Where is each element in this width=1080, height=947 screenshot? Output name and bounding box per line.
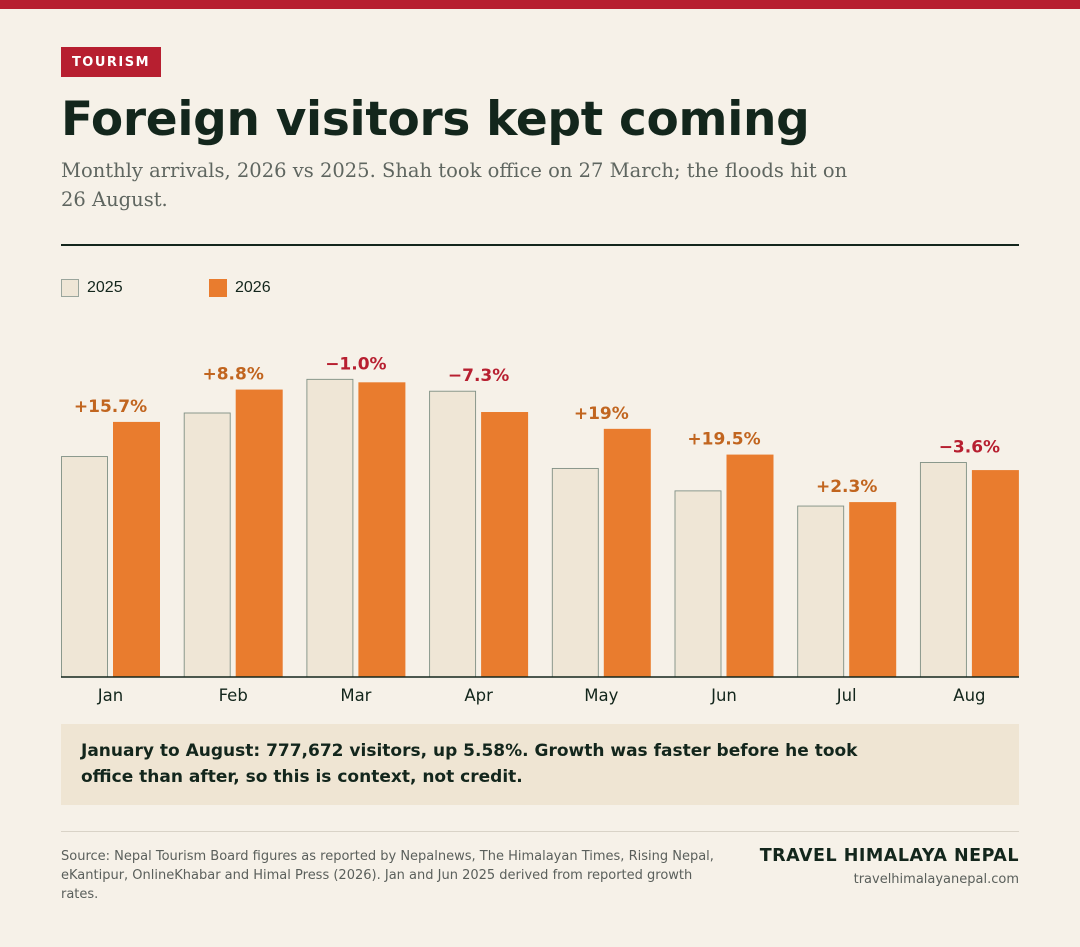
x-tick-label-jul: Jul [836, 686, 857, 705]
change-label-jan: +15.7% [74, 397, 147, 417]
bar-2026-mar [358, 382, 406, 677]
chart-subtitle: Monthly arrivals, 2026 vs 2025. Shah too… [61, 159, 848, 211]
bar-2026-jan [113, 421, 160, 677]
bar-2026-apr [481, 412, 529, 677]
bar-2026-jul [849, 502, 897, 677]
legend-swatch-2025 [61, 279, 79, 297]
bar-2026-aug [971, 470, 1019, 677]
change-label-jun: +19.5% [687, 430, 760, 450]
chart-title: Foreign visitors kept coming [61, 92, 810, 147]
legend-label-2026: 2026 [235, 279, 271, 296]
change-label-feb: +8.8% [202, 365, 263, 385]
bar-2025-jan [61, 456, 108, 678]
bar-2026-may [603, 428, 651, 677]
chart-legend: 2025 2026 [61, 276, 461, 300]
brand-url: travelhimalayanepal.com [853, 872, 1019, 887]
bar-2025-may [551, 467, 599, 678]
x-tick-label-jun: Jun [710, 686, 737, 705]
section-tag: TOURISM [61, 47, 161, 77]
bar-2025-aug [919, 462, 967, 678]
bar-2025-jul [797, 505, 845, 678]
change-label-apr: −7.3% [448, 366, 509, 386]
bar-2026-jun [726, 454, 774, 677]
summary-note-text: January to August: 777,672 visitors, up … [81, 741, 858, 787]
bar-2025-mar [306, 378, 354, 678]
change-label-may: +19% [574, 404, 629, 424]
change-label-aug: −3.6% [939, 438, 1000, 458]
summary-note: January to August: 777,672 visitors, up … [61, 724, 1019, 805]
source-note: Source: Nepal Tourism Board figures as r… [61, 849, 714, 902]
x-tick-label-jan: Jan [97, 686, 123, 705]
bar-2025-feb [183, 412, 231, 678]
brand-name: TRAVEL HIMALAYA NEPAL [759, 846, 1019, 866]
legend-item-2025: 2025 [61, 276, 123, 300]
bar-chart: +15.7% Jan +8.8% Feb −1.0% Mar −7.3% Apr +19% May… [61, 354, 1019, 705]
x-tick-label-apr: Apr [464, 686, 493, 705]
top-accent-stripe [0, 0, 1080, 9]
bar-2026-feb [235, 389, 283, 677]
header-divider [61, 244, 1019, 246]
x-tick-label-aug: Aug [953, 686, 985, 705]
x-tick-label-mar: Mar [340, 686, 371, 705]
bar-2025-jun [674, 490, 722, 678]
footer-divider [61, 831, 1019, 832]
legend-label-2025: 2025 [87, 279, 123, 296]
change-label-jul: +2.3% [816, 477, 877, 497]
legend-item-2026: 2026 [209, 276, 271, 300]
x-tick-label-feb: Feb [219, 686, 248, 705]
legend-swatch-2026 [209, 279, 227, 297]
change-label-mar: −1.0% [325, 354, 386, 374]
x-tick-label-may: May [584, 686, 618, 705]
bar-2025-apr [429, 390, 477, 678]
